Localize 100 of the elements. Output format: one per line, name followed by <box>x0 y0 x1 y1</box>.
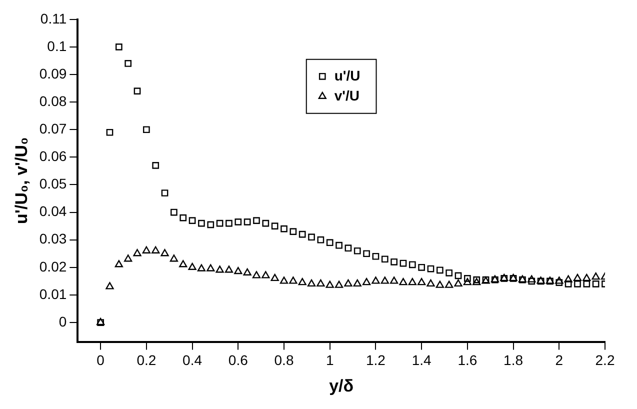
y-tick-label: 0.06 <box>39 148 67 164</box>
point <box>124 254 132 262</box>
point <box>197 264 206 272</box>
point <box>564 280 572 288</box>
y-tick-label: 0.01 <box>39 286 67 302</box>
x-tick-label: 0 <box>96 352 105 368</box>
point <box>106 128 114 136</box>
x-axis-title: y/δ <box>329 376 354 396</box>
x-tick-label: 2 <box>555 352 564 368</box>
point <box>243 268 252 276</box>
point <box>124 60 132 67</box>
point <box>418 278 426 286</box>
point <box>582 274 591 282</box>
point <box>436 280 444 288</box>
point <box>262 220 270 227</box>
point <box>216 266 224 273</box>
point <box>216 220 224 227</box>
point <box>390 258 398 266</box>
point <box>372 252 380 260</box>
point <box>142 246 150 254</box>
point <box>161 190 168 196</box>
point <box>344 244 352 252</box>
point <box>198 220 205 227</box>
point <box>592 280 600 288</box>
point <box>298 230 306 238</box>
y-tick-label: 0.02 <box>39 258 67 274</box>
point <box>180 214 187 222</box>
point <box>574 280 581 288</box>
point <box>234 218 242 226</box>
point <box>372 276 380 284</box>
point <box>583 280 590 288</box>
point <box>134 88 141 94</box>
point <box>234 266 242 274</box>
point <box>426 279 435 287</box>
point <box>564 275 572 282</box>
point <box>528 275 536 282</box>
point <box>427 265 434 272</box>
point <box>188 262 196 270</box>
legend-label: v'/U <box>334 87 360 104</box>
point <box>271 222 278 230</box>
point <box>262 271 270 278</box>
point <box>326 239 334 246</box>
point <box>280 225 288 232</box>
point <box>226 220 232 227</box>
point <box>244 218 251 226</box>
x-tick-label: 1 <box>326 352 334 368</box>
legend-label: u'/U <box>334 67 360 84</box>
x-tick-label: 0.4 <box>182 352 202 368</box>
point <box>592 272 600 280</box>
point <box>555 276 564 284</box>
point <box>380 276 389 284</box>
point <box>224 266 234 273</box>
point <box>307 279 316 287</box>
point <box>446 269 453 276</box>
y-tick-label: 0.11 <box>40 10 67 26</box>
point <box>445 280 454 288</box>
point <box>399 278 408 286</box>
y-tick-label: 0.08 <box>39 92 67 109</box>
point <box>454 272 462 280</box>
point <box>408 278 416 286</box>
point <box>160 249 169 256</box>
x-tick-label: 0.8 <box>274 352 294 368</box>
point <box>463 278 472 286</box>
point <box>334 280 344 288</box>
point <box>528 278 536 285</box>
point <box>143 126 150 134</box>
y-tick-label: 0 <box>58 313 67 330</box>
point <box>326 280 334 288</box>
point <box>363 250 370 258</box>
x-tick-label: 1.2 <box>366 352 386 368</box>
point <box>206 264 215 272</box>
x-tick-label: 0.6 <box>228 352 248 368</box>
y-axis-title: u'/U₀, v'/U₀ <box>12 137 31 224</box>
point <box>270 274 279 282</box>
x-tick-label: 1.8 <box>504 352 524 368</box>
point <box>133 249 142 256</box>
x-tick-label: 2.2 <box>595 352 615 368</box>
point <box>381 256 388 263</box>
point <box>473 276 480 284</box>
point <box>454 279 462 287</box>
point <box>362 278 371 286</box>
y-tick-label: 0.03 <box>39 230 67 247</box>
point <box>252 271 261 278</box>
point <box>170 254 178 262</box>
point <box>280 276 288 284</box>
point <box>188 217 196 224</box>
point <box>436 266 444 274</box>
point <box>179 260 188 268</box>
point <box>152 246 160 254</box>
point <box>472 278 481 286</box>
point <box>290 228 297 236</box>
point <box>308 234 315 241</box>
point <box>400 260 407 267</box>
point <box>353 279 362 287</box>
y-tick-label: 0.05 <box>39 176 67 192</box>
x-tick-label: 0.2 <box>136 352 156 368</box>
point <box>573 274 582 282</box>
x-tick-label: 1.6 <box>458 352 478 368</box>
y-tick-label: 0.09 <box>39 65 67 82</box>
point <box>115 44 122 50</box>
